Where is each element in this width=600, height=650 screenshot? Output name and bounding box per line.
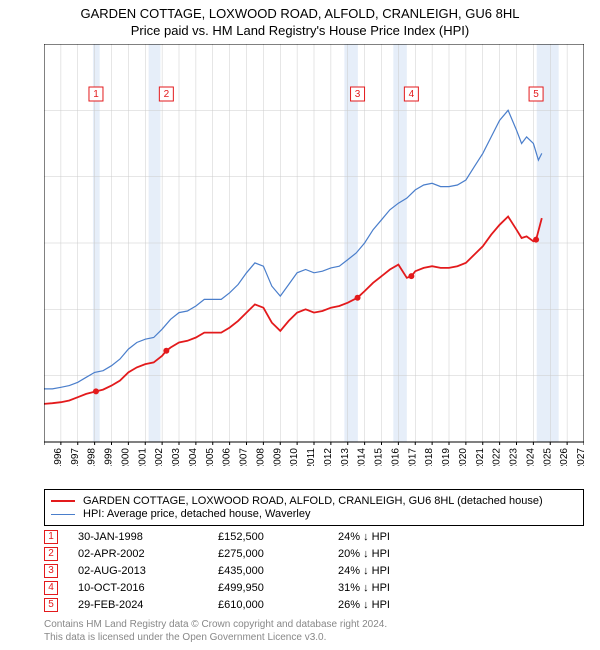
svg-text:2010: 2010	[289, 448, 300, 466]
transaction-date: 29-FEB-2024	[78, 599, 218, 611]
svg-text:1995: 1995	[44, 448, 47, 466]
legend: GARDEN COTTAGE, LOXWOOD ROAD, ALFOLD, CR…	[44, 489, 584, 526]
transaction-marker: 5	[44, 598, 58, 612]
legend-item: GARDEN COTTAGE, LOXWOOD ROAD, ALFOLD, CR…	[51, 495, 577, 507]
svg-text:3: 3	[355, 89, 361, 100]
svg-text:2027: 2027	[576, 448, 584, 466]
svg-text:1996: 1996	[53, 448, 64, 466]
transaction-date: 02-APR-2002	[78, 548, 218, 560]
svg-text:2026: 2026	[559, 448, 570, 466]
svg-text:1997: 1997	[70, 448, 81, 466]
chart-title-line1: GARDEN COTTAGE, LOXWOOD ROAD, ALFOLD, CR…	[0, 6, 600, 21]
legend-swatch-hpi	[51, 514, 75, 515]
transaction-price: £435,000	[218, 565, 338, 577]
transaction-row: 3 02-AUG-2013£435,00024% ↓ HPI	[44, 562, 584, 579]
svg-text:2016: 2016	[390, 448, 401, 466]
transaction-delta: 31% ↓ HPI	[338, 582, 458, 594]
svg-text:4: 4	[409, 89, 415, 100]
chart-svg: 12345£0£200K£400K£600K£800K£1M£1.2M19951…	[44, 44, 584, 466]
transaction-price: £275,000	[218, 548, 338, 560]
transaction-price: £499,950	[218, 582, 338, 594]
legend-item: HPI: Average price, detached house, Wave…	[51, 508, 577, 520]
transaction-marker: 2	[44, 547, 58, 561]
transaction-delta: 24% ↓ HPI	[338, 531, 458, 543]
legend-swatch-property	[51, 500, 75, 502]
transaction-date: 10-OCT-2016	[78, 582, 218, 594]
transaction-price: £152,500	[218, 531, 338, 543]
transaction-marker: 1	[44, 530, 58, 544]
transaction-row: 2 02-APR-2002£275,00020% ↓ HPI	[44, 545, 584, 562]
svg-text:2: 2	[164, 89, 170, 100]
svg-text:2008: 2008	[255, 448, 266, 466]
svg-text:2024: 2024	[525, 448, 536, 466]
transaction-row: 1 30-JAN-1998£152,50024% ↓ HPI	[44, 528, 584, 545]
transaction-date: 30-JAN-1998	[78, 531, 218, 543]
transaction-row: 5 29-FEB-2024£610,00026% ↓ HPI	[44, 596, 584, 613]
svg-text:2005: 2005	[205, 448, 216, 466]
svg-text:2001: 2001	[137, 448, 148, 466]
svg-text:2009: 2009	[272, 448, 283, 466]
svg-text:2025: 2025	[542, 448, 553, 466]
transaction-marker: 4	[44, 581, 58, 595]
svg-text:2006: 2006	[222, 448, 233, 466]
transaction-delta: 26% ↓ HPI	[338, 599, 458, 611]
svg-text:2023: 2023	[509, 448, 520, 466]
svg-text:2003: 2003	[171, 448, 182, 466]
transaction-price: £610,000	[218, 599, 338, 611]
svg-text:2020: 2020	[458, 448, 469, 466]
svg-text:2018: 2018	[424, 448, 435, 466]
svg-text:2017: 2017	[407, 448, 418, 466]
svg-text:1999: 1999	[104, 448, 115, 466]
transactions-table: 130-JAN-1998£152,50024% ↓ HPI202-APR-200…	[44, 528, 584, 613]
footer-line1: Contains HM Land Registry data © Crown c…	[44, 619, 584, 632]
legend-label: HPI: Average price, detached house, Wave…	[83, 508, 310, 520]
svg-text:2000: 2000	[120, 448, 131, 466]
transaction-delta: 24% ↓ HPI	[338, 565, 458, 577]
transaction-row: 4 10-OCT-2016£499,95031% ↓ HPI	[44, 579, 584, 596]
svg-text:2007: 2007	[239, 448, 250, 466]
svg-text:2012: 2012	[323, 448, 334, 466]
svg-text:2014: 2014	[357, 448, 368, 466]
transaction-marker: 3	[44, 564, 58, 578]
svg-text:2021: 2021	[475, 448, 486, 466]
transaction-date: 02-AUG-2013	[78, 565, 218, 577]
svg-text:2022: 2022	[492, 448, 503, 466]
svg-text:2002: 2002	[154, 448, 165, 466]
chart-title-line2: Price paid vs. HM Land Registry's House …	[0, 23, 600, 38]
price-chart: 12345£0£200K£400K£600K£800K£1M£1.2M19951…	[44, 44, 584, 466]
svg-text:5: 5	[533, 89, 539, 100]
footer-line2: This data is licensed under the Open Gov…	[44, 632, 584, 645]
svg-text:1: 1	[93, 89, 99, 100]
svg-text:2015: 2015	[374, 448, 385, 466]
chart-title-block: GARDEN COTTAGE, LOXWOOD ROAD, ALFOLD, CR…	[0, 0, 600, 38]
svg-text:1998: 1998	[87, 448, 98, 466]
legend-label: GARDEN COTTAGE, LOXWOOD ROAD, ALFOLD, CR…	[83, 495, 543, 507]
svg-text:2019: 2019	[441, 448, 452, 466]
transaction-delta: 20% ↓ HPI	[338, 548, 458, 560]
footer: Contains HM Land Registry data © Crown c…	[44, 619, 584, 644]
svg-text:2013: 2013	[340, 448, 351, 466]
svg-text:2004: 2004	[188, 448, 199, 466]
svg-text:2011: 2011	[306, 448, 317, 466]
